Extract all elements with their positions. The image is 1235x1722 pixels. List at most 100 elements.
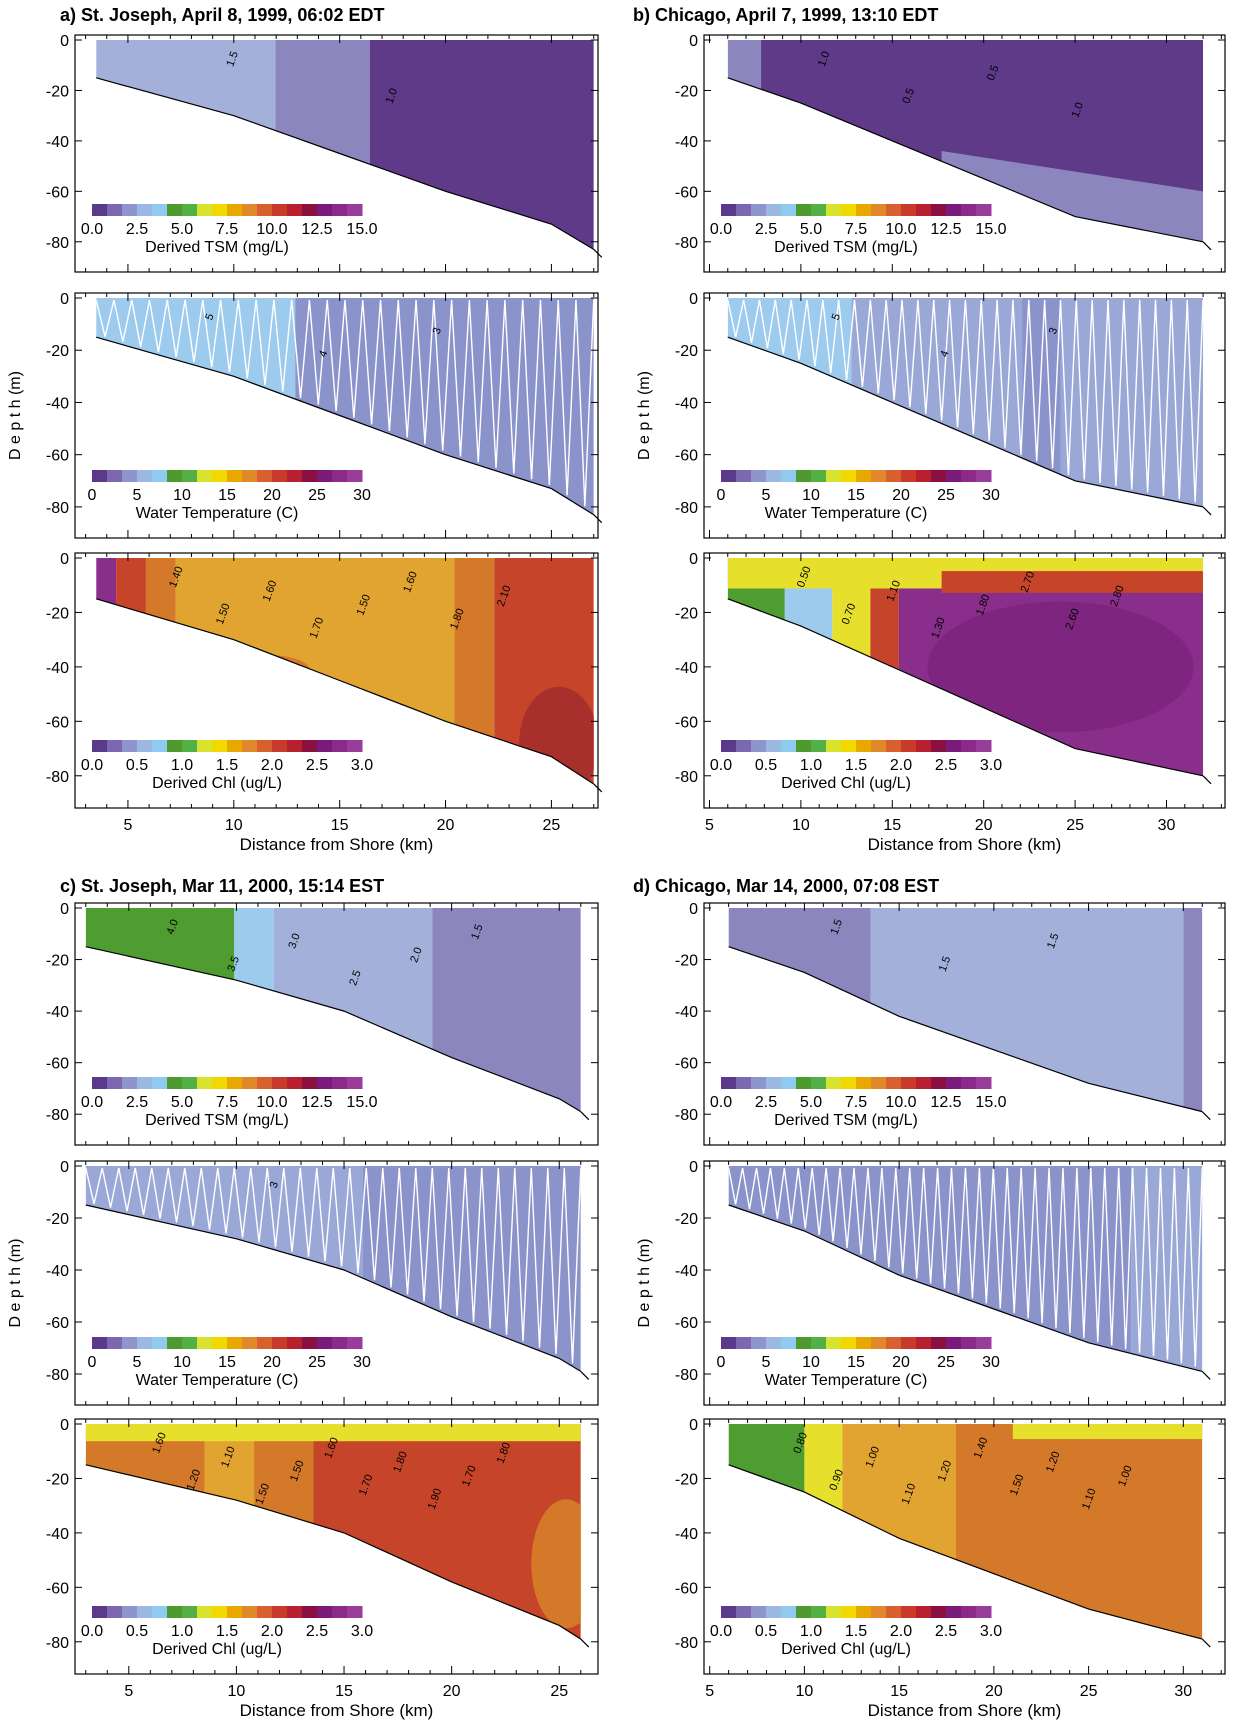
y-tick-label: -80 — [675, 1367, 698, 1384]
colorbar-label: Water Temperature (C) — [136, 505, 299, 522]
colorbar-swatch — [766, 1337, 782, 1349]
tsm-band — [369, 40, 594, 250]
colorbar-swatch — [886, 470, 902, 482]
colorbar-swatch — [332, 740, 348, 752]
colorbar-swatch — [901, 1337, 917, 1349]
colorbar-swatch — [751, 1337, 767, 1349]
colorbar-swatch — [976, 1606, 992, 1618]
section-fill — [85, 1424, 581, 1640]
colorbar-swatch — [736, 1077, 752, 1089]
colorbar-swatch — [92, 1337, 108, 1349]
contour-label: 1.5 — [829, 918, 846, 936]
colorbar-swatch — [796, 470, 812, 482]
colorbar-swatch — [302, 1337, 318, 1349]
section-tsm: 0 -20 -40 -60 -80 0.0 2.5 5.0 7.5 10.0 12.5 15.0 Der… — [675, 901, 1226, 1146]
colorbar-tick-label: 15 — [218, 487, 236, 504]
colorbar-swatch — [152, 470, 168, 482]
x-axis-label: Distance from Shore (km) — [868, 835, 1062, 854]
colorbar: 0 5 10 15 20 25 30 Water Temperature (C) — [88, 470, 371, 522]
x-tick-label: 30 — [1158, 817, 1176, 834]
colorbar-swatch — [736, 204, 752, 216]
section-frame — [74, 552, 599, 809]
y-tick-label: -40 — [675, 1004, 698, 1021]
colorbar-swatch — [751, 740, 767, 752]
colorbar-swatch — [122, 1606, 138, 1618]
colorbar-swatch — [736, 1337, 752, 1349]
colorbar-swatch — [721, 1606, 737, 1618]
colorbar: 0 5 10 15 20 25 30 Water Temperature (C) — [88, 1337, 371, 1389]
y-tick-label: -80 — [46, 769, 69, 786]
contour-label: 3.0 — [286, 932, 303, 950]
colorbar-tick-label: 0.0 — [81, 1094, 103, 1111]
colorbar-swatch — [107, 470, 123, 482]
colorbar-tick-label: 30 — [353, 1354, 371, 1371]
y-tick-label: -60 — [675, 714, 698, 731]
colorbar-swatch — [826, 204, 842, 216]
colorbar-swatch — [976, 1077, 992, 1089]
y-tick-label: -40 — [675, 395, 698, 412]
tsm-band — [870, 908, 1184, 1112]
section-temperature: 0 -20 -40 -60 -80 0 5 10 15 20 25 30 Water Temperatu… — [46, 1159, 599, 1406]
colorbar-swatch — [751, 204, 767, 216]
y-tick-label: -20 — [675, 1211, 698, 1228]
colorbar-swatch — [287, 470, 303, 482]
colorbar-swatch — [272, 204, 288, 216]
colorbar-swatch — [257, 1606, 273, 1618]
colorbar-swatch — [811, 204, 827, 216]
colorbar-swatch — [167, 1337, 183, 1349]
section-frame — [74, 1418, 599, 1675]
colorbar-tick-label: 10.0 — [256, 221, 287, 238]
section-tsm: 0 -20 -40 -60 -80 0.0 2.5 5.0 7.5 10.0 12.5 15.0 Der… — [675, 33, 1226, 273]
colorbar-swatch — [332, 1337, 348, 1349]
colorbar-swatch — [122, 740, 138, 752]
bottom-profile — [85, 1464, 582, 1640]
colorbar-swatch — [257, 740, 273, 752]
colorbar-tick-label: 20 — [892, 487, 910, 504]
colorbar-swatch — [766, 204, 782, 216]
panel-b-title: b) Chicago, April 7, 1999, 13:10 EDT — [633, 5, 939, 25]
colorbar-swatch — [751, 1077, 767, 1089]
y-tick-label: -40 — [46, 1263, 69, 1280]
colorbar-tick-label: 20 — [892, 1354, 910, 1371]
section-frame — [703, 1160, 1226, 1406]
contour-label: 1.5 — [469, 923, 486, 941]
colorbar-swatch — [182, 204, 198, 216]
colorbar-swatch — [92, 1606, 108, 1618]
colorbar-swatch — [227, 1337, 243, 1349]
colorbar-swatch — [137, 740, 153, 752]
colorbar-swatch — [92, 740, 108, 752]
colorbar-swatch — [92, 470, 108, 482]
colorbar-tick-label: 2.0 — [261, 757, 283, 774]
colorbar-tick-label: 12.5 — [301, 221, 332, 238]
y-tick-label: -40 — [46, 1004, 69, 1021]
y-tick-label: -40 — [46, 134, 69, 151]
colorbar-swatch — [137, 1606, 153, 1618]
colorbar-swatch — [212, 204, 228, 216]
colorbar-tick-label: 1.5 — [216, 757, 238, 774]
colorbar-swatch — [856, 1337, 872, 1349]
colorbar-swatch — [137, 470, 153, 482]
y-tick-label: -80 — [675, 500, 698, 517]
colorbar-swatch — [287, 1337, 303, 1349]
section-fill — [96, 298, 594, 515]
bottom-profile — [85, 946, 582, 1113]
colorbar-swatch — [886, 1606, 902, 1618]
colorbar-swatch — [332, 1606, 348, 1618]
chl-patch — [531, 1499, 581, 1629]
colorbar-swatch — [781, 204, 797, 216]
bottom-profile — [727, 598, 1204, 777]
y-tick-label: -60 — [46, 714, 69, 731]
colorbar-swatch — [152, 1337, 168, 1349]
y-tick-label: -20 — [675, 953, 698, 970]
colorbar-swatch — [347, 204, 363, 216]
x-tick-label: 15 — [883, 817, 901, 834]
colorbar-swatch — [347, 1606, 363, 1618]
colorbar-tick-label: 0.5 — [755, 1623, 777, 1640]
x-tick-label: 15 — [335, 1683, 353, 1700]
colorbar-tick-label: 7.5 — [845, 221, 867, 238]
colorbar-swatch — [197, 1077, 213, 1089]
y-tick-label: -60 — [675, 1580, 698, 1597]
colorbar-swatch — [287, 204, 303, 216]
colorbar-swatch — [886, 204, 902, 216]
